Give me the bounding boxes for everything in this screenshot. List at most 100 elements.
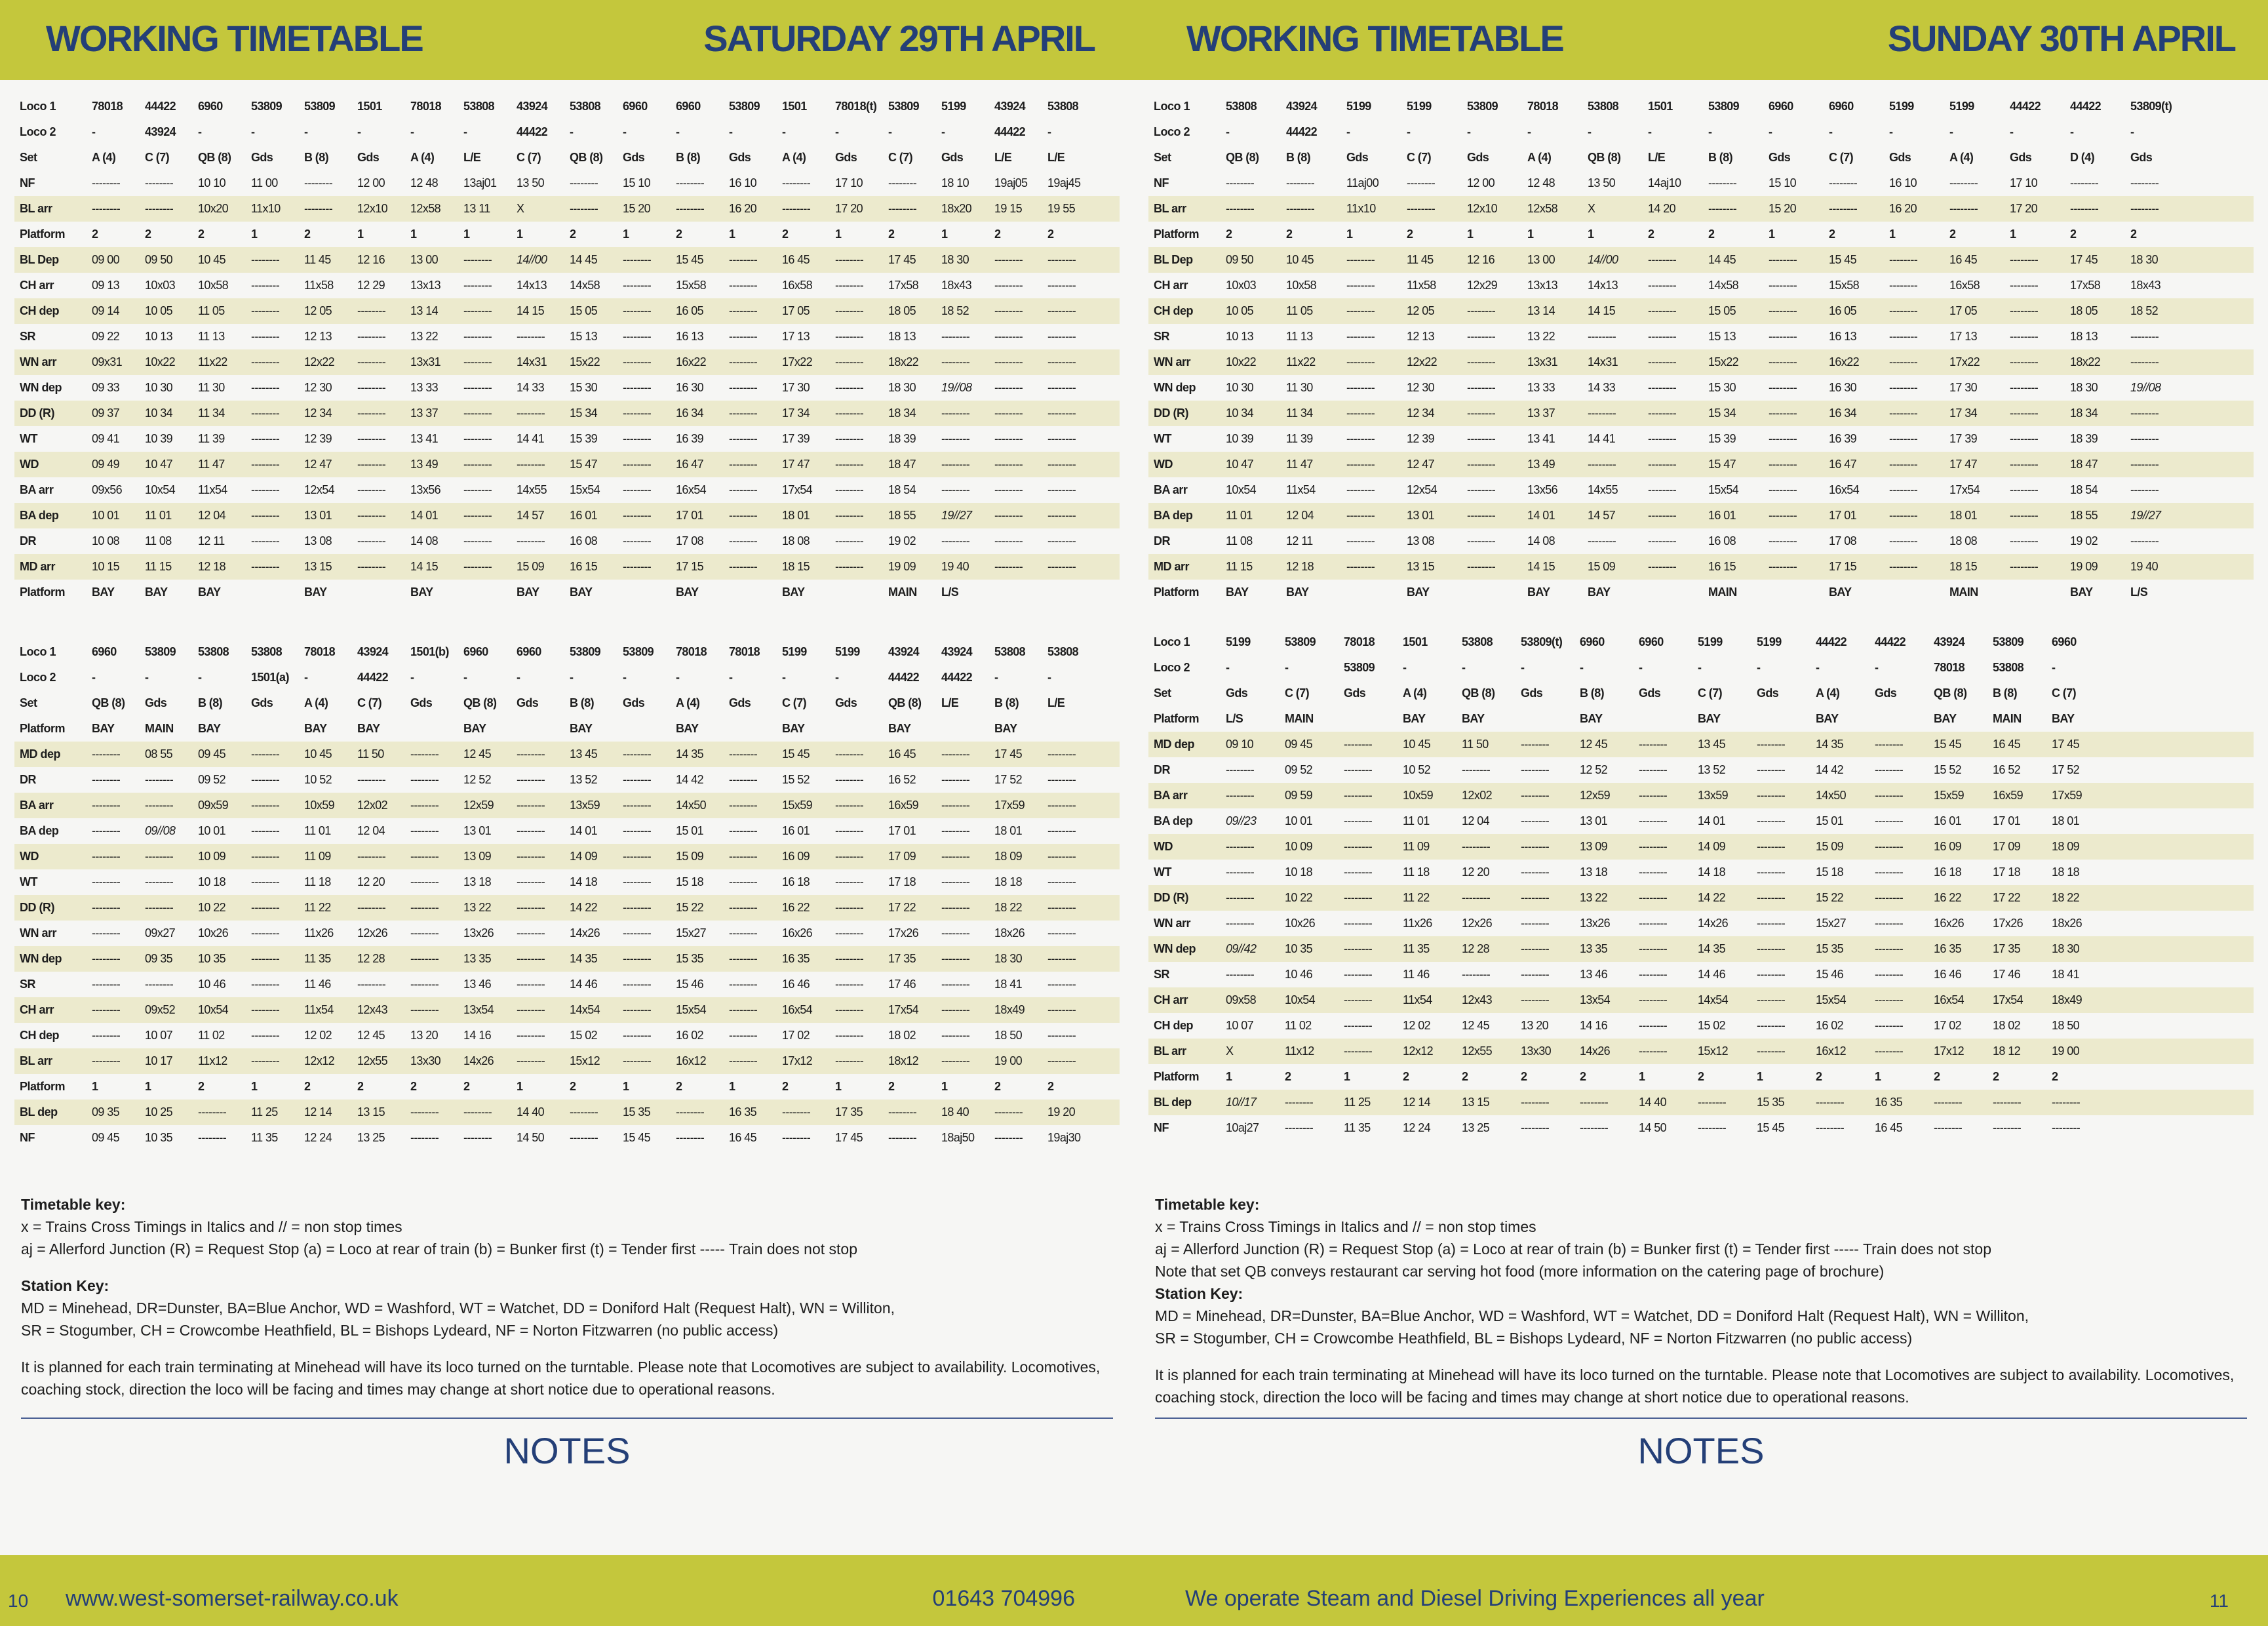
table-cell: -------- (251, 458, 280, 471)
table-cell: -------- (463, 560, 492, 573)
table-cell: -------- (1047, 926, 1076, 940)
page-day: SUNDAY 30TH APRIL (1887, 18, 2237, 59)
table-cell: - (2070, 125, 2074, 138)
table-cell: 43924 (145, 125, 176, 138)
table-cell: -------- (835, 926, 864, 940)
table-cell: -------- (1344, 993, 1373, 1006)
table-cell: 1 (729, 1080, 735, 1093)
table-cell: -------- (251, 509, 280, 522)
table-cell: - (1467, 125, 1471, 138)
table-cell: 11x22 (198, 355, 227, 368)
table-row: Loco 1 6960 53809 53808 53808 78018 43924 1501(… (14, 639, 1120, 665)
row-label: WT (1154, 432, 1171, 445)
table-cell: 10 01 (198, 824, 226, 837)
table-cell: 15 22 (1816, 891, 1844, 904)
table-cell: 19 20 (1047, 1105, 1076, 1119)
table-cell: 18 10 (941, 176, 969, 189)
table-cell: 11 08 (1226, 534, 1253, 547)
table-cell: -------- (410, 952, 439, 965)
table-cell: 16 08 (1708, 534, 1736, 547)
table-cell: - (2052, 661, 2056, 674)
table-cell: -------- (1346, 406, 1375, 420)
table-cell: -------- (1889, 458, 1918, 471)
table-cell: MAIN (1285, 712, 1314, 725)
table-cell: 18x26 (2052, 917, 2082, 930)
table-cell: -------- (251, 747, 280, 761)
table-cell: 11 35 (304, 952, 331, 965)
table-cell: -------- (1580, 1096, 1609, 1109)
table-cell: -------- (463, 330, 492, 343)
website-link[interactable]: www.west-somerset-railway.co.uk (66, 1586, 399, 1611)
table-cell: -------- (1344, 917, 1373, 930)
table-cell: -------- (517, 747, 545, 761)
table-cell: Gds (1467, 151, 1489, 164)
table-cell: A (4) (304, 696, 328, 709)
table-cell: 17 20 (835, 202, 863, 215)
table-cell: 12 34 (1407, 406, 1435, 420)
table-cell: -------- (1648, 279, 1677, 292)
table-cell: -------- (1226, 840, 1255, 853)
table-cell: -------- (1521, 814, 1550, 827)
table-cell: - (1403, 661, 1407, 674)
table-cell: 53809(t) (2130, 100, 2172, 113)
table-cell: 19//08 (941, 381, 972, 394)
table-cell: L/E (1047, 151, 1065, 164)
table-cell: A (4) (676, 696, 700, 709)
table-row: SR 09 22 10 13 11 13 -------- 12 13 -------- 13… (14, 324, 1120, 349)
table-cell: -------- (2010, 304, 2039, 317)
table-cell: 1 (835, 228, 842, 241)
table-cell: 18x43 (941, 279, 972, 292)
table-cell: - (676, 125, 680, 138)
table-cell: -------- (1769, 509, 1797, 522)
table-cell: 10 34 (1226, 406, 1254, 420)
table-cell: -------- (888, 202, 917, 215)
table-cell: 12 05 (304, 304, 332, 317)
table-cell: 11x26 (304, 926, 334, 940)
table-cell: 1 (251, 228, 258, 241)
table-cell: 44422 (517, 125, 548, 138)
table-cell: 14 50 (517, 1131, 545, 1144)
table-cell: 18x22 (2070, 355, 2101, 368)
table-cell: -------- (517, 926, 545, 940)
table-cell: C (7) (357, 696, 382, 709)
table-cell: - (1949, 125, 1953, 138)
table-cell: 16 45 (729, 1131, 757, 1144)
table-cell: 6960 (1580, 635, 1605, 648)
table-cell: 2 (676, 228, 682, 241)
table-cell: -------- (1521, 993, 1550, 1006)
table-cell: -------- (888, 1105, 917, 1119)
table-cell: 16 35 (1934, 942, 1962, 955)
table-cell: -------- (357, 381, 386, 394)
table-cell: 17 45 (994, 747, 1023, 761)
table-cell: 1 (1889, 228, 1896, 241)
table-cell: 18aj50 (941, 1131, 975, 1144)
table-cell: 12 45 (1462, 1019, 1490, 1032)
row-label: Set (20, 151, 37, 164)
table-cell: 1 (941, 1080, 948, 1093)
table-cell: 13x56 (1527, 483, 1558, 496)
table-cell: -------- (941, 850, 970, 863)
table-row: Set QB (8) Gds B (8) Gds A (4) C (7) Gds QB (8) G… (14, 690, 1120, 716)
table-cell: -------- (729, 509, 758, 522)
table-cell: -------- (1875, 1044, 1904, 1058)
table-cell: 53808 (1588, 100, 1619, 113)
table-cell: 13x31 (1527, 355, 1558, 368)
divider (1155, 1418, 2247, 1419)
table-cell: 44422 (1816, 635, 1847, 648)
table-cell: 11 22 (304, 901, 331, 914)
table-cell: 12 52 (1580, 763, 1608, 776)
table-cell: -------- (782, 202, 811, 215)
table-cell: -------- (517, 850, 545, 863)
table-cell: 17 47 (782, 458, 810, 471)
table-cell: -------- (623, 747, 652, 761)
table-cell: 09 35 (145, 952, 173, 965)
table-cell: 44422 (994, 125, 1026, 138)
table-cell: Gds (517, 696, 539, 709)
table-row: Platform 1 1 2 1 2 2 2 2 1 2 1 2 1 2 1 2 1 2 2 (14, 1074, 1120, 1100)
table-cell: -------- (1467, 534, 1496, 547)
table-cell: Gds (251, 696, 273, 709)
table-cell: 17 45 (2070, 253, 2098, 266)
table-cell: 17x26 (1993, 917, 2024, 930)
table-cell: 10 05 (1226, 304, 1254, 317)
table-cell: -------- (2070, 202, 2099, 215)
